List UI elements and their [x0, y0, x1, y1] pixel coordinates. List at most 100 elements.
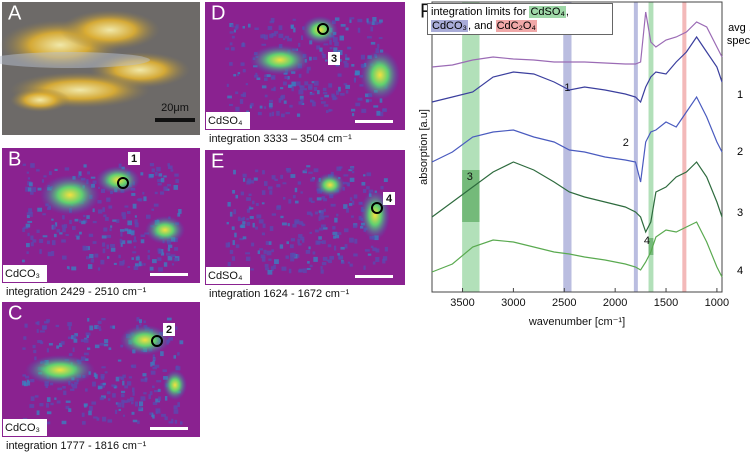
- heatmap-pixel: [91, 401, 97, 405]
- integration-band: [682, 2, 687, 292]
- heatmap-pixel: [101, 235, 107, 239]
- heatmap-hotspot: [145, 216, 185, 244]
- heatmap-pixel: [336, 213, 339, 217]
- heatmap-pixel: [320, 210, 324, 215]
- heatmap-pixel: [280, 174, 284, 179]
- heatmap-pixel: [370, 26, 374, 32]
- heatmap-pixel: [326, 259, 330, 262]
- heatmap-pixel: [152, 366, 158, 370]
- heatmap-pixel: [156, 380, 162, 383]
- heatmap-pixel: [337, 50, 343, 56]
- heatmap-pixel: [118, 408, 121, 412]
- heatmap-pixel: [232, 189, 236, 194]
- heatmap-pixel: [122, 374, 126, 378]
- heatmap-pixel: [47, 251, 52, 257]
- heatmap-pixel: [42, 213, 46, 216]
- heatmap-pixel: [261, 85, 267, 89]
- heatmap-pixel: [86, 215, 90, 219]
- heatmap-pixel: [104, 371, 108, 374]
- heatmap-pixel: [152, 414, 155, 419]
- heatmap-pixel: [366, 21, 371, 25]
- heatmap-pixel: [269, 106, 273, 109]
- heatmap-pixel: [229, 249, 234, 254]
- heatmap-pixel: [351, 64, 355, 67]
- heatmap-pixel: [108, 347, 112, 350]
- heatmap-pixel: [298, 234, 303, 238]
- heatmap-pixel: [281, 266, 287, 271]
- heatmap-pixel: [177, 213, 181, 217]
- heatmap-pixel: [152, 385, 155, 389]
- heatmap-pixel: [173, 184, 178, 190]
- heatmap-pixel: [62, 385, 66, 389]
- heatmap-pixel: [92, 381, 96, 387]
- heatmap-pixel: [269, 112, 272, 117]
- heatmap-pixel: [229, 31, 234, 34]
- heatmap-pixel: [283, 100, 287, 104]
- heatmap-pixel: [67, 322, 72, 327]
- heatmap-pixel: [100, 188, 106, 194]
- heatmap-pixel: [325, 59, 328, 62]
- heatmap-pixel: [332, 37, 338, 43]
- heatmap-pixel: [35, 321, 39, 325]
- heatmap-pixel: [151, 361, 155, 366]
- heatmap-pixel: [111, 384, 116, 387]
- heatmap-pixel: [299, 85, 305, 90]
- heatmap-pixel: [337, 73, 342, 77]
- heatmap-pixel: [134, 219, 138, 224]
- heatmap-pixel: [370, 245, 374, 249]
- heatmap-pixel: [33, 349, 37, 354]
- heatmap-pixel: [298, 101, 303, 105]
- heatmap-pixel: [241, 43, 246, 48]
- heatmap-pixel: [340, 24, 346, 27]
- heatmap-pixel: [254, 27, 259, 31]
- heatmap-pixel: [71, 226, 76, 230]
- heatmap-pixel: [317, 90, 320, 95]
- heatmap-pixel: [309, 40, 313, 45]
- heatmap-pixel: [355, 71, 360, 75]
- heatmap-pixel: [113, 262, 117, 265]
- band-label: 2: [623, 137, 629, 149]
- heatmap-pixel: [349, 19, 352, 23]
- marker-box: [128, 152, 140, 165]
- heatmap-pixel: [235, 24, 239, 29]
- heatmap-pixel: [257, 250, 260, 255]
- heatmap-pixel: [22, 227, 25, 232]
- heatmap-pixel: [318, 216, 321, 222]
- heatmap-pixel: [319, 227, 324, 231]
- heatmap-pixel: [323, 43, 329, 46]
- heatmap-pixel: [286, 241, 290, 245]
- heatmap-pixel: [259, 105, 263, 109]
- heatmap-pixel: [178, 208, 182, 214]
- heatmap-pixel: [28, 208, 32, 211]
- heatmap-pixel: [121, 399, 125, 404]
- heatmap-pixel: [87, 317, 90, 322]
- heatmap-pixel: [97, 186, 101, 189]
- heatmap-pixel: [131, 401, 134, 405]
- heatmap-pixel: [364, 249, 370, 252]
- heatmap-pixel: [382, 258, 386, 264]
- heatmap-pixel: [103, 214, 107, 217]
- heatmap-pixel: [319, 47, 323, 52]
- heatmap-pixel: [309, 93, 315, 96]
- heatmap-pixel: [160, 351, 164, 357]
- heatmap-pixel: [131, 192, 136, 196]
- heatmap-pixel: [86, 347, 91, 350]
- heatmap-pixel: [132, 391, 135, 396]
- heatmap-pixel: [136, 317, 140, 322]
- heatmap-pixel: [85, 388, 88, 392]
- heatmap-pixel: [364, 93, 370, 98]
- heatmap-pixel: [337, 253, 340, 256]
- heatmap-pixel: [142, 191, 145, 195]
- heatmap-pixel: [25, 186, 29, 192]
- heatmap-pixel: [73, 338, 78, 343]
- heatmap-pixel: [46, 421, 51, 425]
- heatmap-pixel: [115, 402, 119, 405]
- heatmap-pixel: [309, 56, 312, 61]
- heatmap-pixel: [283, 37, 286, 41]
- heatmap-pixel: [231, 226, 235, 230]
- heatmap-pixel: [383, 178, 388, 183]
- compound-box: [206, 112, 250, 129]
- heatmap-pixel: [156, 166, 161, 172]
- heatmap-pixel: [89, 253, 94, 259]
